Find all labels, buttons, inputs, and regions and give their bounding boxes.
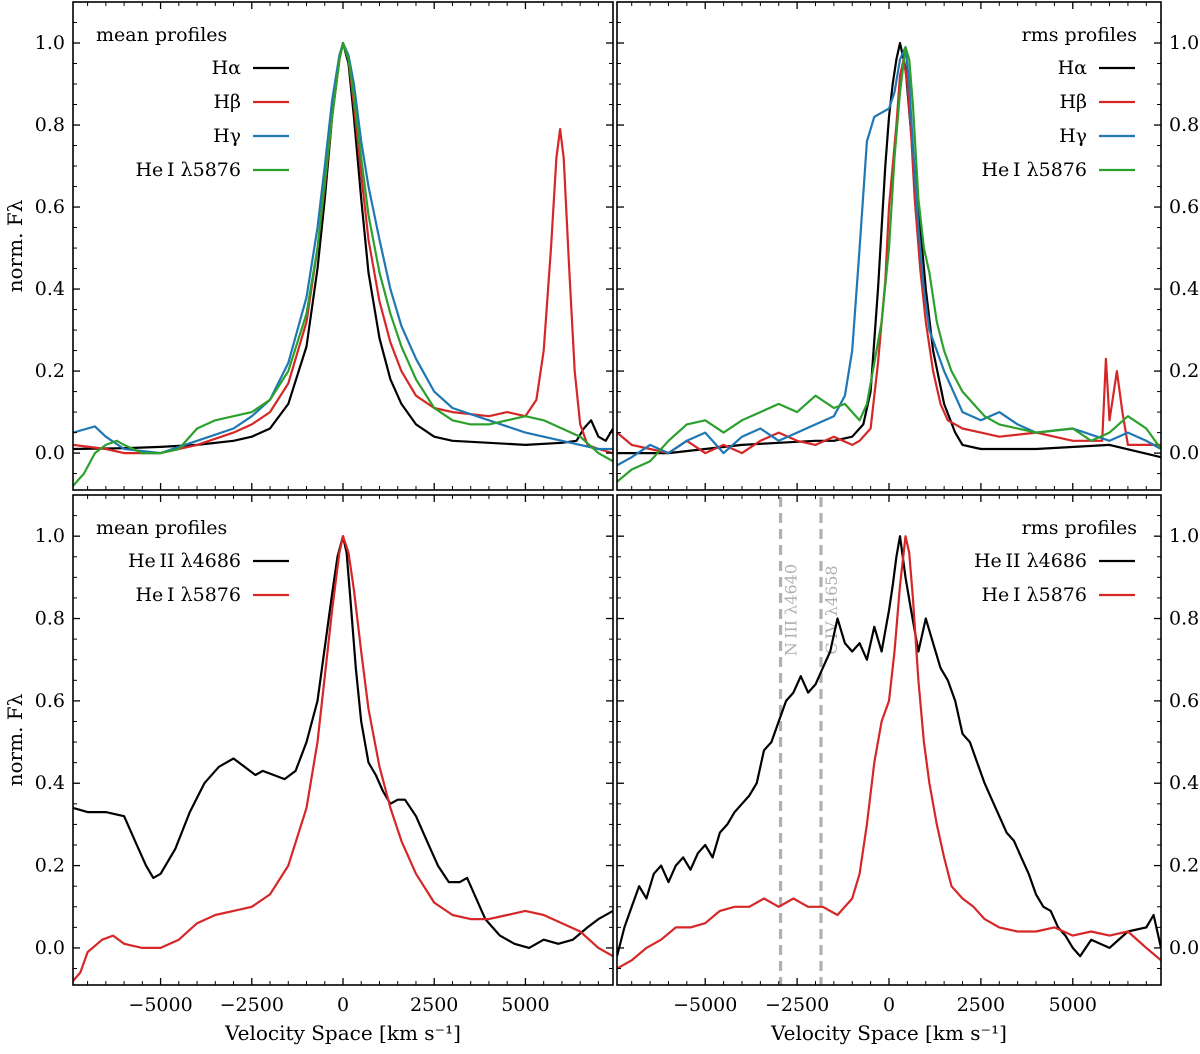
y-tick-label: 0.4 — [35, 278, 65, 300]
y-tick-label: 0.8 — [1169, 608, 1199, 630]
x-tick-label: −2500 — [220, 994, 284, 1016]
legend-label: He I λ5876 — [135, 159, 241, 181]
legend-label: He I λ5876 — [135, 584, 241, 606]
y-tick-label: 0.4 — [1169, 772, 1199, 794]
y-tick-label: 0.6 — [1169, 196, 1199, 218]
y-tick-label: 0.0 — [1169, 937, 1199, 959]
annotation-label: C IV λ4658 — [822, 565, 841, 654]
x-axis-title: Velocity Space [km s⁻¹] — [224, 1021, 461, 1045]
panel-bottom-left: −5000 −2500 0 2500 5000 0.0 0.2 0.4 0.6 0.8 1.0 mea… — [3, 494, 614, 1045]
series-line — [73, 41, 613, 487]
y-tick-label: 0.0 — [1169, 442, 1199, 464]
y-tick-label: 0.2 — [35, 855, 65, 877]
y-tick-label: 0.2 — [1169, 360, 1199, 382]
series-line — [617, 46, 1161, 483]
y-tick-label: 0.2 — [35, 360, 65, 382]
legend-label: Hα — [1058, 57, 1088, 79]
y-tick-label: 0.6 — [35, 196, 65, 218]
legend-title: rms profiles — [1022, 24, 1137, 46]
legend-label: He I λ5876 — [981, 159, 1087, 181]
y-tick-label: 0.6 — [1169, 690, 1199, 712]
x-tick-label: 0 — [883, 994, 895, 1016]
x-tick-label: −5000 — [673, 994, 737, 1016]
legend-title: rms profiles — [1022, 517, 1137, 539]
series-line — [73, 535, 613, 949]
y-tick-label: 0.8 — [1169, 114, 1199, 136]
y-tick-label: 1.0 — [35, 525, 65, 547]
series-line — [73, 41, 613, 455]
annotation-label: N III λ4640 — [782, 564, 801, 656]
y-tick-label: 0.0 — [35, 937, 65, 959]
y-tick-label: 0.4 — [35, 772, 65, 794]
series-line — [73, 41, 613, 455]
x-tick-label: 5000 — [501, 994, 549, 1016]
y-axis-title: norm. Fλ — [3, 199, 27, 292]
x-tick-label: 2500 — [957, 994, 1005, 1016]
legend-label: Hβ — [1059, 91, 1087, 113]
series-line — [617, 46, 1161, 467]
legend-label: He I λ5876 — [981, 584, 1087, 606]
legend-title: mean profiles — [96, 24, 227, 46]
x-axis-title: Velocity Space [km s⁻¹] — [770, 1021, 1007, 1045]
legend-title: mean profiles — [96, 517, 227, 539]
series-line — [617, 535, 1161, 970]
x-tick-label: 0 — [337, 994, 349, 1016]
y-tick-label: 0.8 — [35, 114, 65, 136]
legend-label: He II λ4686 — [974, 550, 1087, 572]
y-tick-label: 1.0 — [35, 32, 65, 54]
x-tick-label: 2500 — [410, 994, 458, 1016]
y-axis-title: norm. Fλ — [3, 693, 27, 786]
legend-label: Hγ — [213, 125, 241, 147]
x-tick-label: −2500 — [765, 994, 829, 1016]
legend-label: Hα — [212, 57, 242, 79]
legend-label: Hβ — [213, 91, 241, 113]
panel-top-right: 0.0 0.2 0.4 0.6 0.8 1.0 rms profiles Hα Hβ Hγ He I… — [616, 1, 1199, 491]
y-tick-label: 0.0 — [35, 442, 65, 464]
x-tick-label: 5000 — [1049, 994, 1097, 1016]
legend-label: Hγ — [1059, 125, 1087, 147]
x-tick-label: −5000 — [128, 994, 192, 1016]
y-tick-label: 1.0 — [1169, 32, 1199, 54]
y-tick-label: 0.6 — [35, 690, 65, 712]
legend-label: He II λ4686 — [128, 550, 241, 572]
panel-top-left: 0.0 0.2 0.4 0.6 0.8 1.0 mean profiles Hα Hβ Hγ He … — [3, 1, 614, 491]
y-tick-label: 0.2 — [1169, 855, 1199, 877]
series-line — [73, 535, 613, 982]
series-line — [617, 535, 1161, 958]
y-tick-label: 1.0 — [1169, 525, 1199, 547]
panel-bottom-right: N III λ4640 C IV λ4658 −5000 −2500 0 2500 5000… — [616, 494, 1199, 1045]
y-tick-label: 0.4 — [1169, 278, 1199, 300]
series-line — [73, 41, 613, 451]
y-tick-label: 0.8 — [35, 608, 65, 630]
